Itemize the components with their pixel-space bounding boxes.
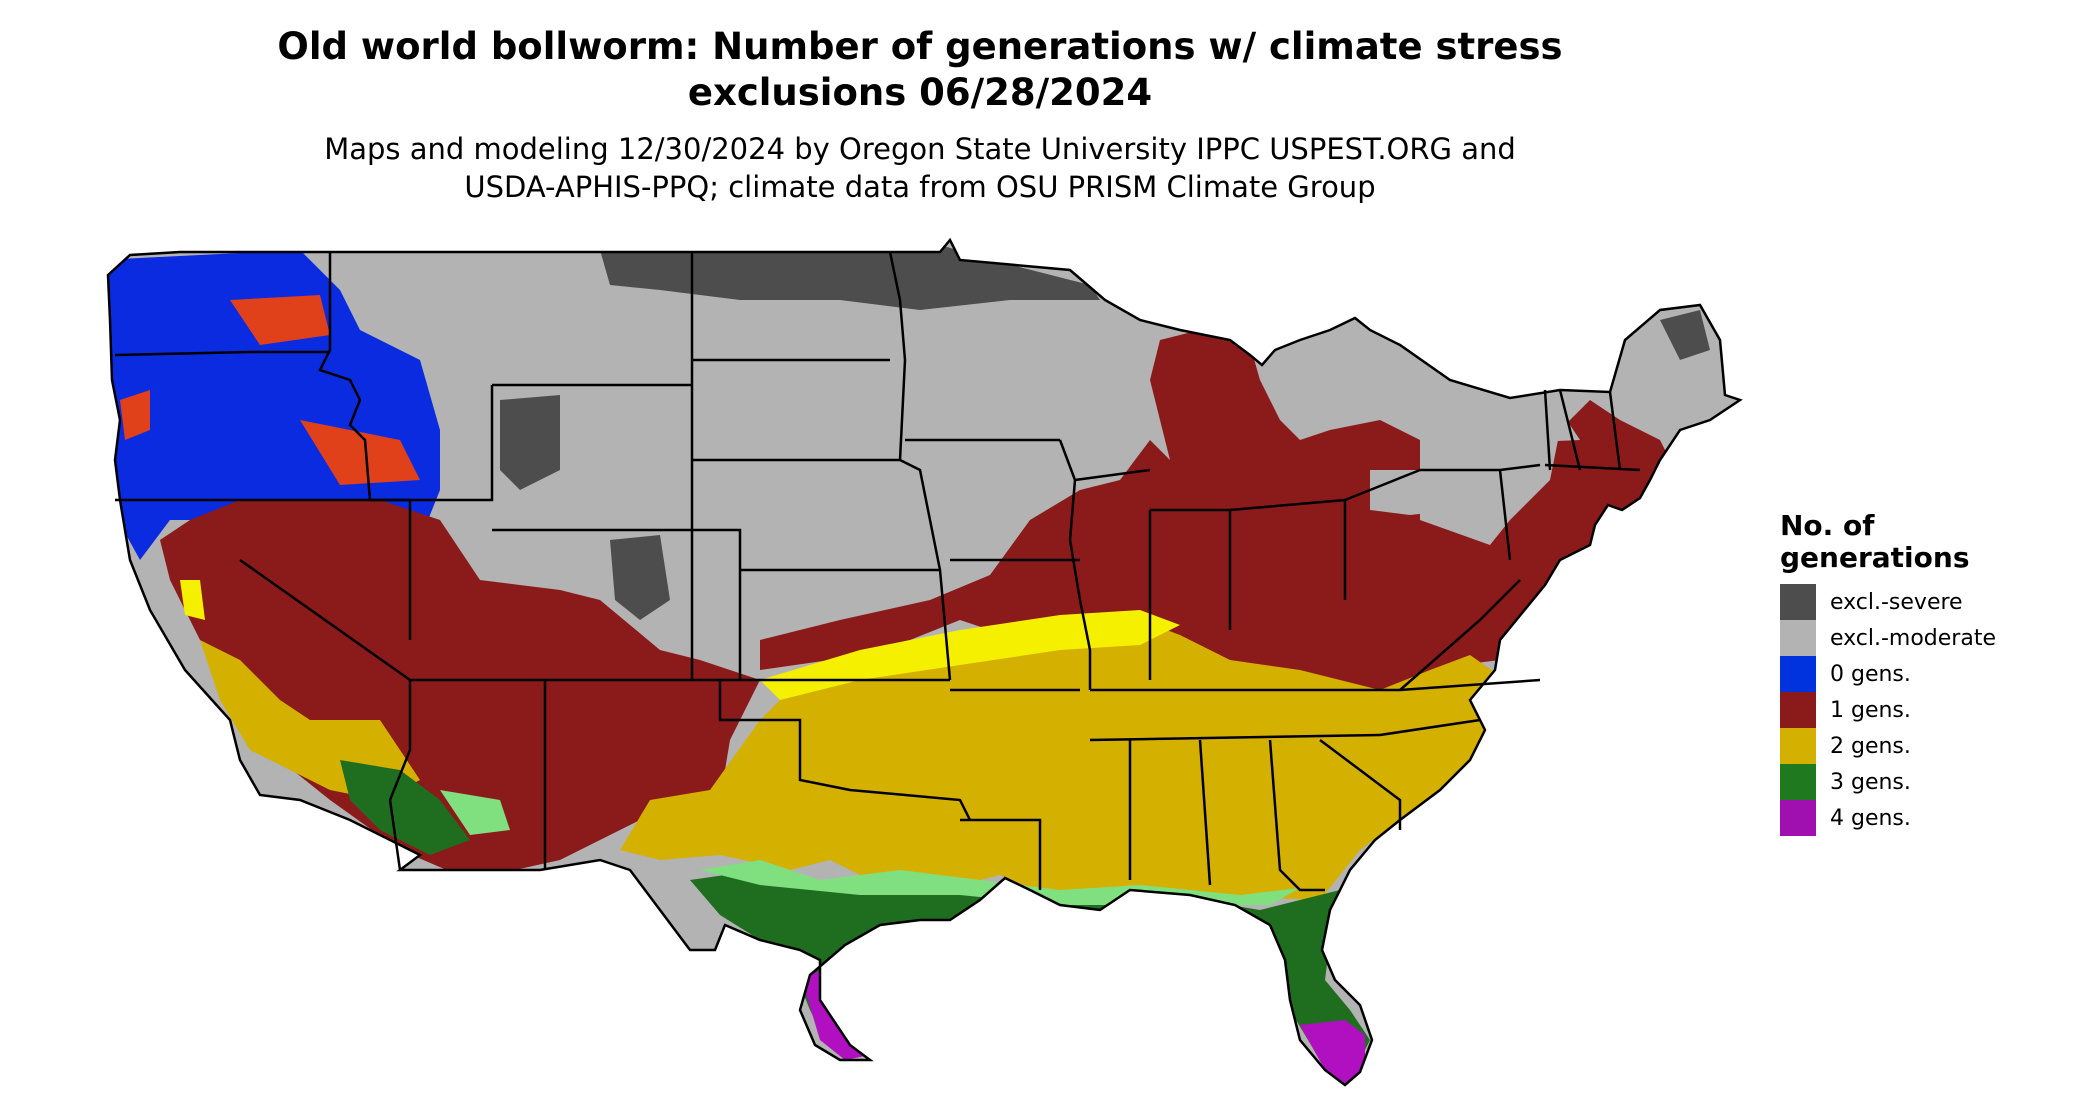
legend-swatch [1780, 584, 1816, 620]
legend-item: 0 gens. [1780, 656, 1996, 692]
legend-label: 1 gens. [1830, 697, 1911, 723]
legend-label: excl.-moderate [1830, 625, 1996, 651]
legend-label: 4 gens. [1830, 805, 1911, 831]
legend-item: excl.-moderate [1780, 620, 1996, 656]
map-subtitle-line2: USDA-APHIS-PPQ; climate data from OSU PR… [464, 170, 1376, 204]
legend-swatch [1780, 728, 1816, 764]
legend-swatch [1780, 656, 1816, 692]
map-legend: No. of generations excl.-severe excl.-mod… [1780, 510, 1996, 836]
legend-item: 3 gens. [1780, 764, 1996, 800]
legend-swatch [1780, 764, 1816, 800]
legend-title-line1: No. of [1780, 509, 1875, 542]
legend-swatch [1780, 620, 1816, 656]
legend-label: 2 gens. [1830, 733, 1911, 759]
legend-title-line2: generations [1780, 541, 1970, 574]
legend-item: 4 gens. [1780, 800, 1996, 836]
legend-item: excl.-severe [1780, 584, 1996, 620]
map-title-line1: Old world bollworm: Number of generation… [277, 25, 1563, 68]
legend-label: excl.-severe [1830, 589, 1963, 615]
legend-item: 1 gens. [1780, 692, 1996, 728]
legend-swatch [1780, 800, 1816, 836]
legend-swatch [1780, 692, 1816, 728]
map-subtitle: Maps and modeling 12/30/2024 by Oregon S… [150, 130, 1690, 206]
map-title: Old world bollworm: Number of generation… [150, 24, 1690, 116]
map-title-line2: exclusions 06/28/2024 [687, 71, 1153, 114]
legend-label: 0 gens. [1830, 661, 1911, 687]
legend-title: No. of generations [1780, 510, 1996, 574]
map-subtitle-line1: Maps and modeling 12/30/2024 by Oregon S… [324, 132, 1516, 166]
legend-label: 3 gens. [1830, 769, 1911, 795]
state-borders [106, 238, 1742, 1087]
legend-item: 2 gens. [1780, 728, 1996, 764]
